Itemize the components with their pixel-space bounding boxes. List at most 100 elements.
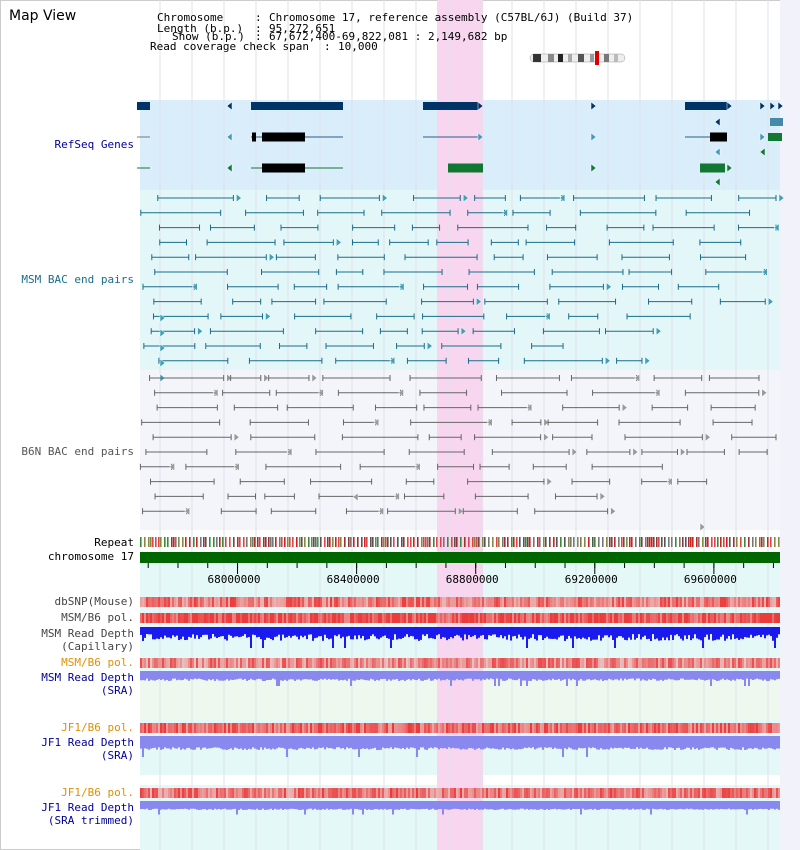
msm-depth-capillary-bar [192, 627, 194, 635]
msm-b6-pol-sra-strip [562, 658, 564, 668]
msm-b6-pol-sra-strip [360, 658, 362, 668]
jf1-trimmed-depth-bar [386, 801, 388, 810]
repeat-element [423, 537, 425, 547]
jf1-trimmed-depth-bar [538, 801, 540, 810]
jf1-trimmed-depth-bar [720, 801, 722, 809]
msm-b6-pol-strip [424, 613, 426, 623]
msm-depth-sra-bar [656, 671, 658, 681]
repeat-element [272, 537, 274, 547]
msm-b6-pol-sra-strip [452, 658, 454, 668]
dbsnp-strip [284, 597, 286, 607]
msm-depth-sra-bar [246, 671, 248, 681]
dbsnp-strip [420, 597, 422, 607]
msm-b6-pol-sra-strip [448, 658, 450, 668]
track-label-msm-bac[interactable]: MSM BAC end pairs [21, 273, 134, 286]
jf1-b6-pol-trimmed-strip [740, 788, 742, 798]
jf1-b6-pol-trimmed-strip [364, 788, 366, 798]
track-label-b6n-bac[interactable]: B6N BAC end pairs [21, 445, 134, 458]
msm-depth-sra-bar [550, 671, 552, 681]
jf1-b6-pol-trimmed-strip [486, 788, 488, 798]
msm-b6-pol-sra-strip [420, 658, 422, 668]
jf1-depth-bar [344, 736, 346, 750]
jf1-b6-pol-strip [426, 723, 428, 733]
msm-depth-sra-bar [484, 671, 486, 680]
jf1-trimmed-depth-bar [448, 801, 450, 810]
msm-depth-sra-bar [420, 671, 422, 681]
msm-b6-pol-sra-strip [204, 658, 206, 668]
jf1-b6-pol-trimmed-strip [742, 788, 744, 798]
msm-depth-capillary-bar [580, 627, 582, 640]
jf1-depth-bar [174, 736, 176, 749]
msm-depth-sra-bar [272, 671, 274, 679]
msm-depth-sra-bar [632, 671, 634, 679]
jf1-depth-bar [752, 736, 754, 749]
repeat-element [641, 537, 643, 547]
dbsnp-strip [174, 597, 176, 607]
msm-depth-sra-bar [190, 671, 192, 680]
strand-arrow [590, 101, 597, 111]
msm-b6-pol-sra-strip [390, 658, 392, 668]
jf1-trimmed-depth-bar [420, 801, 422, 810]
msm-depth-capillary-bar [402, 627, 404, 638]
jf1-trimmed-depth-bar [336, 801, 338, 810]
dbsnp-strip [536, 597, 538, 607]
jf1-trimmed-depth-bar [330, 801, 332, 810]
jf1-depth-bar [590, 736, 592, 749]
jf1-b6-pol-strip [680, 723, 682, 733]
msm-b6-pol-strip [548, 613, 550, 623]
msm-b6-pol-strip [288, 613, 290, 623]
jf1-b6-pol-strip [390, 723, 392, 733]
msm-depth-sra-bar [230, 671, 232, 680]
msm-b6-pol-sra-strip [280, 658, 282, 668]
msm-b6-pol-sra-strip [646, 658, 648, 668]
msm-depth-capillary-bar [662, 627, 664, 638]
msm-depth-sra-bar [712, 671, 714, 680]
jf1-trimmed-depth-bar [496, 801, 498, 810]
jf1-depth-bar [768, 736, 770, 748]
msm-b6-pol-sra-strip [662, 658, 664, 668]
msm-depth-capillary-bar [286, 627, 288, 638]
msm-b6-pol-sra-strip [742, 658, 744, 668]
msm-b6-pol-sra-strip [190, 658, 192, 668]
dbsnp-strip [658, 597, 660, 607]
msm-depth-capillary-bar [162, 627, 164, 639]
jf1-trimmed-depth-bar [436, 801, 438, 810]
repeat-element [205, 537, 207, 547]
b6n-bac-pair-arrow [458, 506, 464, 516]
jf1-depth-bar [706, 736, 708, 748]
jf1-b6-pol-trimmed-strip [744, 788, 746, 798]
msm-b6-pol-sra-strip [194, 658, 196, 668]
msm-depth-sra-bar [638, 671, 640, 679]
msm-depth-sra-bar [366, 671, 368, 681]
msm-depth-sra-bar [380, 671, 382, 680]
jf1-b6-pol-trimmed-strip [686, 788, 688, 798]
jf1-b6-pol-strip [408, 723, 410, 733]
jf1-trimmed-depth-bar [340, 801, 342, 809]
msm-b6-pol-sra-strip [676, 658, 678, 668]
jf1-b6-pol-strip [328, 723, 330, 733]
jf1-b6-pol-trimmed-strip [448, 788, 450, 798]
msm-b6-pol-sra-strip [182, 658, 184, 668]
msm-b6-pol-strip [348, 613, 350, 623]
msm-depth-sra-bar [702, 671, 704, 680]
jf1-trimmed-depth-bar [224, 801, 226, 809]
jf1-b6-pol-trimmed-strip [572, 788, 574, 798]
dbsnp-strip [500, 597, 502, 607]
jf1-trimmed-depth-bar [550, 801, 552, 810]
jf1-b6-pol-strip [166, 723, 168, 733]
dbsnp-strip [202, 597, 204, 607]
msm-bac-pair-arrow [269, 252, 275, 262]
jf1-depth-bar [762, 736, 764, 748]
track-label-refseq[interactable]: RefSeq Genes [54, 138, 134, 151]
dbsnp-strip [596, 597, 598, 607]
msm-depth-sra-bar [264, 671, 266, 681]
jf1-depth-bar [446, 736, 448, 749]
msm-bac-pair-arrow [559, 193, 566, 203]
jf1-b6-pol-strip [286, 723, 288, 733]
msm-depth-sra-bar [304, 671, 306, 680]
jf1-depth-bar [340, 736, 342, 749]
msm-b6-pol-sra-strip [626, 658, 628, 668]
jf1-b6-pol-strip [288, 723, 290, 733]
msm-depth-capillary-bar [264, 627, 266, 640]
